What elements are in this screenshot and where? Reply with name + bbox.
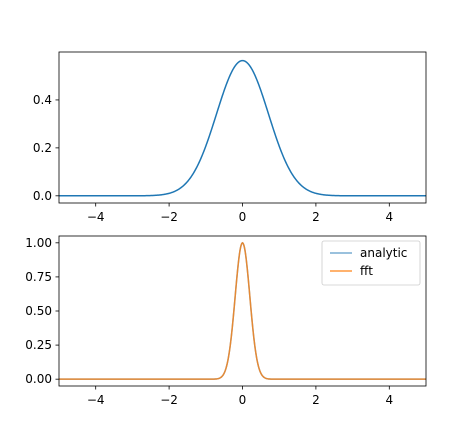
legend-box [321, 240, 421, 286]
bottom-x-tick-label: 0 [239, 393, 247, 407]
bottom-y-tick-label: 0.25 [25, 338, 52, 352]
bottom-y-tick-label: 0.75 [25, 270, 52, 284]
legend: analytic fft [321, 240, 421, 286]
bottom-y-tick-label: 1.00 [25, 236, 52, 250]
bottom-y-tick-label: 0.50 [25, 304, 52, 318]
legend-label-analytic: analytic [360, 246, 407, 260]
bottom-x-tick-label: −2 [160, 393, 178, 407]
top-y-ticks: 0.0 0.2 0.4 [33, 93, 59, 203]
bottom-x-ticks: −4 −2 0 2 4 [87, 386, 393, 407]
bottom-subplot: −4 −2 0 2 4 0.00 0.25 0.50 0.75 1.00 analytic fft [25, 235, 427, 407]
top-series-line-series-0 [59, 59, 426, 197]
bottom-y-ticks: 0.00 0.25 0.50 0.75 1.00 [25, 236, 59, 386]
top-x-ticks: −4 −2 0 2 4 [87, 203, 393, 224]
top-y-tick-label: 0.4 [33, 93, 52, 107]
bottom-series-layer [59, 241, 426, 380]
top-x-tick-label: 0 [239, 210, 247, 224]
top-x-tick-label: −4 [87, 210, 105, 224]
top-x-tick-label: −2 [160, 210, 178, 224]
bottom-x-tick-label: −4 [87, 393, 105, 407]
bottom-x-tick-label: 2 [312, 393, 320, 407]
top-subplot: −4 −2 0 2 4 0.0 0.2 0.4 [33, 51, 427, 224]
bottom-series-line-fft [59, 241, 426, 380]
top-series-layer [59, 59, 426, 197]
bottom-x-tick-label: 4 [385, 393, 393, 407]
top-y-tick-label: 0.0 [33, 189, 52, 203]
bottom-y-tick-label: 0.00 [25, 372, 52, 386]
top-x-tick-label: 4 [385, 210, 393, 224]
top-x-tick-label: 2 [312, 210, 320, 224]
legend-label-fft: fft [360, 264, 373, 278]
top-y-tick-label: 0.2 [33, 141, 52, 155]
